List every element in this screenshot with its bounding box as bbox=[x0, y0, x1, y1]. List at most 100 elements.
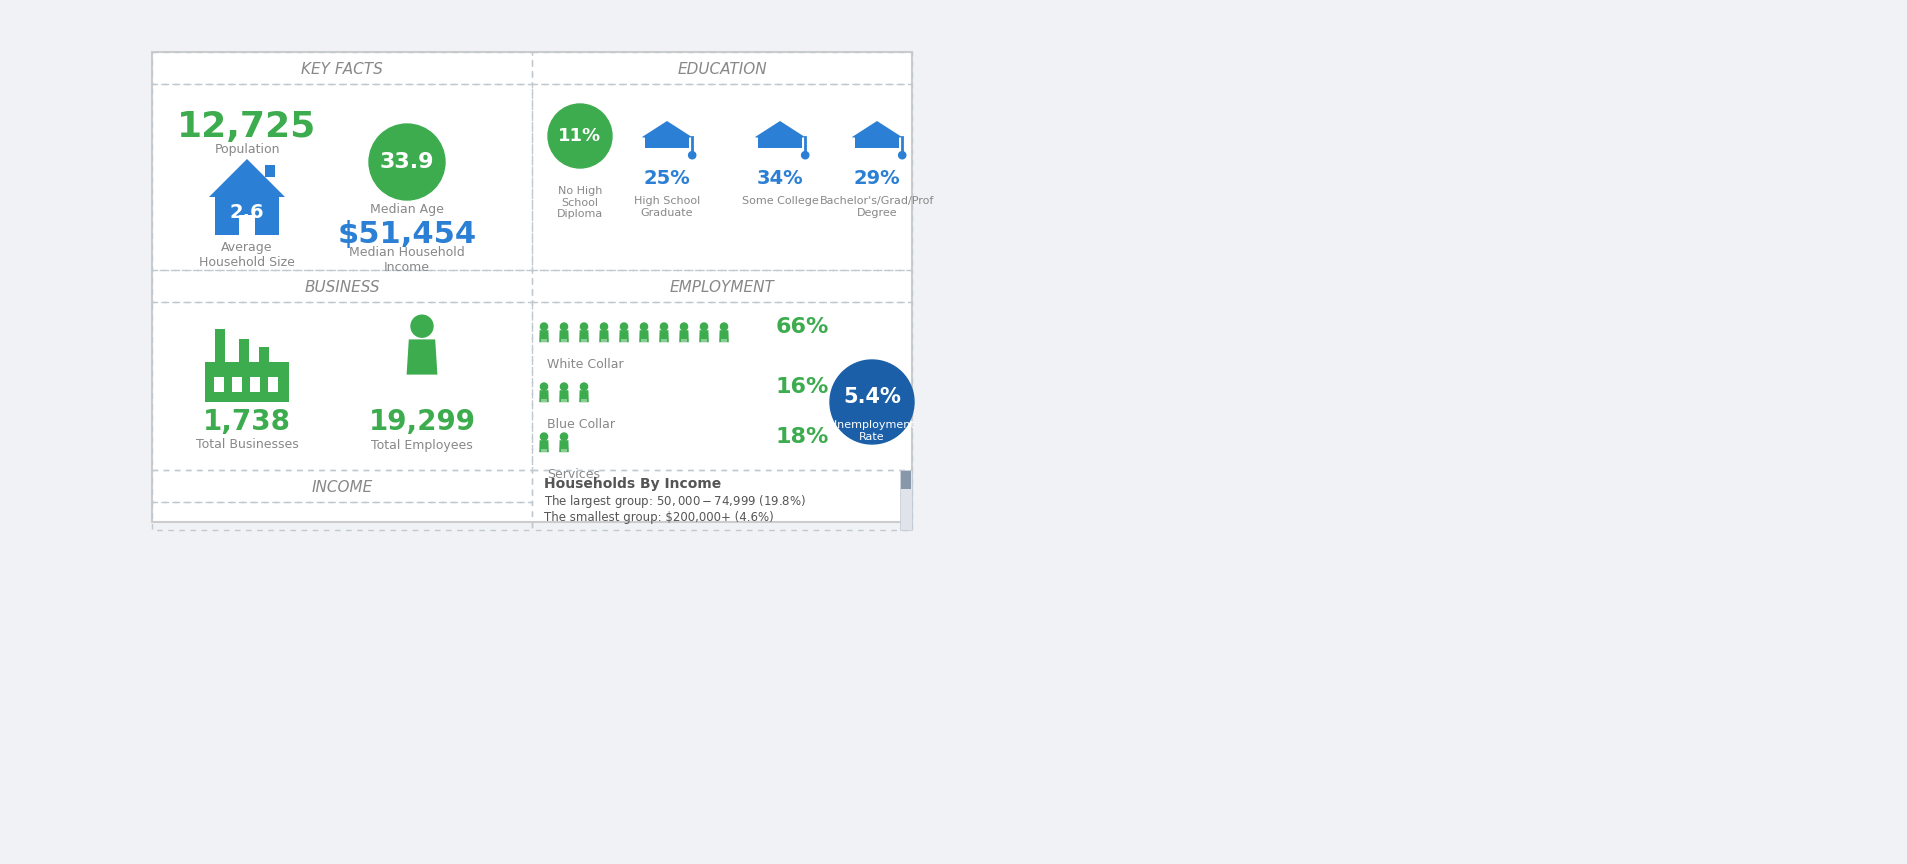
Circle shape bbox=[801, 151, 809, 159]
Bar bbox=[532, 84, 912, 270]
Text: Unemployment
Rate: Unemployment Rate bbox=[830, 420, 913, 442]
Circle shape bbox=[700, 323, 707, 330]
Circle shape bbox=[580, 383, 587, 391]
Polygon shape bbox=[561, 339, 566, 342]
Text: INCOME: INCOME bbox=[311, 480, 372, 495]
Text: Total Businesses: Total Businesses bbox=[196, 439, 297, 452]
Polygon shape bbox=[645, 137, 688, 148]
Polygon shape bbox=[238, 215, 256, 235]
Circle shape bbox=[547, 104, 612, 168]
Text: 12,725: 12,725 bbox=[177, 110, 317, 144]
Circle shape bbox=[620, 323, 627, 330]
Polygon shape bbox=[215, 197, 278, 235]
Circle shape bbox=[561, 433, 566, 440]
Circle shape bbox=[368, 124, 444, 200]
Bar bbox=[900, 470, 912, 530]
Text: EDUCATION: EDUCATION bbox=[677, 62, 767, 78]
Text: Median Age: Median Age bbox=[370, 202, 444, 215]
Text: The largest group: $50,000 - $74,999 (19.8%): The largest group: $50,000 - $74,999 (19… bbox=[543, 493, 805, 511]
Polygon shape bbox=[559, 330, 568, 342]
Circle shape bbox=[601, 323, 606, 330]
Polygon shape bbox=[641, 339, 646, 342]
Polygon shape bbox=[601, 339, 606, 342]
Polygon shape bbox=[658, 330, 669, 342]
Text: Population: Population bbox=[214, 143, 280, 156]
Text: 34%: 34% bbox=[757, 169, 803, 188]
Polygon shape bbox=[542, 398, 547, 403]
Text: Households By Income: Households By Income bbox=[543, 477, 721, 491]
Circle shape bbox=[561, 323, 566, 330]
Bar bbox=[532, 52, 912, 84]
Text: High School
Graduate: High School Graduate bbox=[633, 196, 700, 218]
Bar bbox=[900, 471, 910, 489]
Polygon shape bbox=[580, 391, 589, 403]
Text: KEY FACTS: KEY FACTS bbox=[301, 62, 383, 78]
Circle shape bbox=[898, 151, 906, 159]
Text: 18%: 18% bbox=[774, 427, 828, 447]
Polygon shape bbox=[267, 377, 278, 392]
Polygon shape bbox=[757, 137, 801, 148]
Polygon shape bbox=[582, 339, 587, 342]
Polygon shape bbox=[561, 448, 566, 452]
Bar bbox=[153, 52, 532, 84]
Polygon shape bbox=[559, 391, 568, 403]
Text: White Collar: White Collar bbox=[547, 359, 624, 372]
Text: 19,299: 19,299 bbox=[368, 408, 475, 436]
Polygon shape bbox=[540, 440, 549, 452]
Text: Median Household
Income: Median Household Income bbox=[349, 246, 465, 274]
Text: The smallest group: $200,000+ (4.6%): The smallest group: $200,000+ (4.6%) bbox=[543, 511, 774, 524]
Text: Some College: Some College bbox=[742, 196, 818, 206]
Text: Bachelor's/Grad/Prof
Degree: Bachelor's/Grad/Prof Degree bbox=[820, 196, 934, 218]
Polygon shape bbox=[854, 137, 898, 148]
Polygon shape bbox=[542, 448, 547, 452]
Circle shape bbox=[641, 323, 646, 330]
Text: 11%: 11% bbox=[559, 127, 601, 145]
Text: 25%: 25% bbox=[643, 169, 690, 188]
Bar bbox=[153, 270, 532, 302]
Text: Average
Household Size: Average Household Size bbox=[198, 241, 296, 269]
Circle shape bbox=[540, 433, 547, 440]
Polygon shape bbox=[721, 339, 727, 342]
Polygon shape bbox=[582, 398, 587, 403]
Text: $51,454: $51,454 bbox=[338, 220, 477, 250]
Polygon shape bbox=[580, 330, 589, 342]
Polygon shape bbox=[233, 377, 242, 392]
Polygon shape bbox=[679, 330, 688, 342]
Text: Blue Collar: Blue Collar bbox=[547, 418, 614, 431]
Polygon shape bbox=[259, 347, 269, 362]
Text: 16%: 16% bbox=[774, 377, 828, 397]
Circle shape bbox=[681, 323, 687, 330]
Polygon shape bbox=[542, 339, 547, 342]
Circle shape bbox=[688, 151, 696, 159]
Polygon shape bbox=[599, 330, 608, 342]
Circle shape bbox=[830, 360, 913, 444]
Bar bbox=[532, 270, 912, 302]
Text: Total Employees: Total Employees bbox=[372, 439, 473, 452]
Polygon shape bbox=[250, 377, 259, 392]
Text: BUSINESS: BUSINESS bbox=[303, 281, 379, 295]
Bar bbox=[153, 52, 912, 522]
Bar bbox=[153, 470, 532, 502]
Text: Services: Services bbox=[547, 468, 599, 481]
Circle shape bbox=[660, 323, 667, 330]
Circle shape bbox=[580, 323, 587, 330]
Polygon shape bbox=[406, 340, 437, 375]
Circle shape bbox=[561, 383, 566, 391]
Text: 33.9: 33.9 bbox=[379, 152, 435, 172]
Polygon shape bbox=[620, 330, 629, 342]
Polygon shape bbox=[215, 329, 225, 362]
Bar bbox=[153, 502, 532, 530]
Polygon shape bbox=[622, 339, 627, 342]
Polygon shape bbox=[702, 339, 706, 342]
Polygon shape bbox=[265, 165, 275, 177]
Text: 66%: 66% bbox=[774, 317, 828, 337]
Polygon shape bbox=[851, 121, 902, 141]
Polygon shape bbox=[540, 391, 549, 403]
Text: 1,738: 1,738 bbox=[202, 408, 292, 436]
Text: 29%: 29% bbox=[852, 169, 900, 188]
Circle shape bbox=[721, 323, 727, 330]
Polygon shape bbox=[681, 339, 687, 342]
Polygon shape bbox=[561, 398, 566, 403]
Text: 2.6: 2.6 bbox=[229, 202, 265, 221]
Polygon shape bbox=[641, 121, 692, 141]
